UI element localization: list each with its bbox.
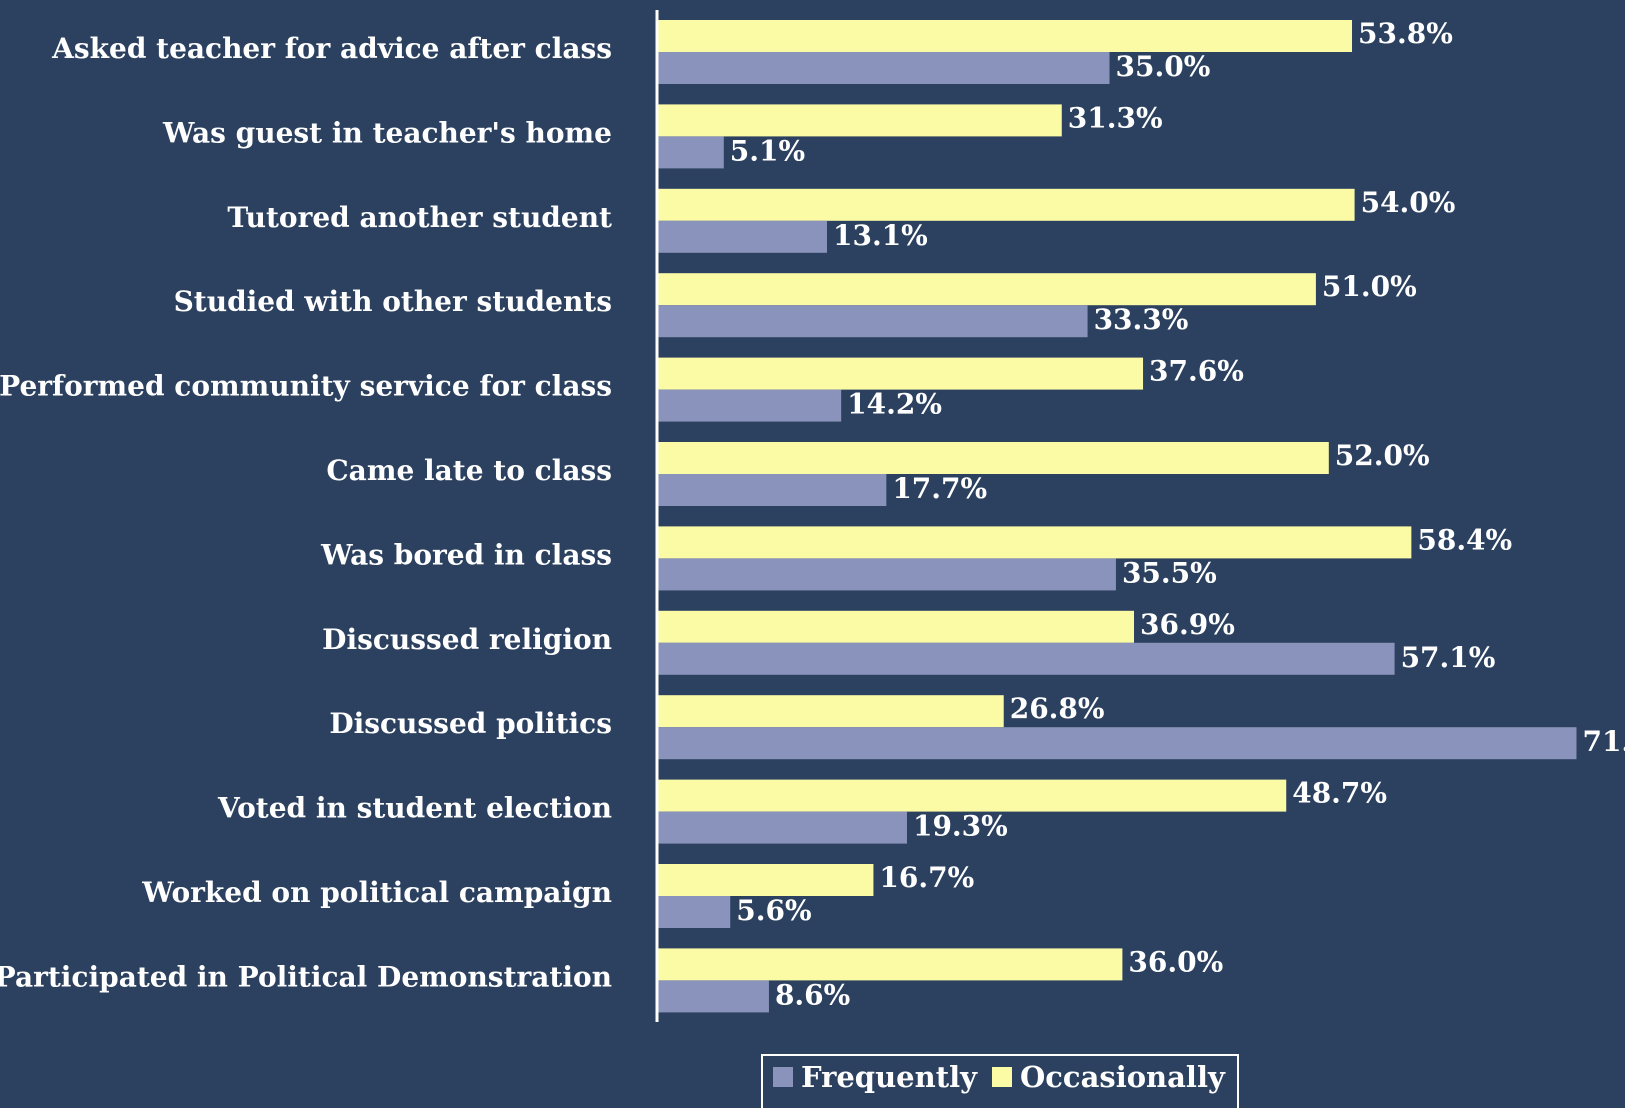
- bar-frequently-participated-in-political-demonstration: [658, 980, 769, 1012]
- bar-occasionally-came-late-to-class: [658, 442, 1329, 474]
- bar-frequently-was-bored-in-class: [658, 558, 1116, 590]
- bar-occasionally-worked-on-political-campaign: [658, 864, 873, 896]
- value-label-frequently-voted-in-student-election: 19.3%: [913, 810, 1008, 843]
- value-label-frequently-asked-teacher-for-advice-after-class: 35.0%: [1116, 50, 1211, 83]
- value-label-occasionally-asked-teacher-for-advice-after-class: 53.8%: [1358, 17, 1453, 50]
- bar-frequently-asked-teacher-for-advice-after-class: [658, 52, 1110, 84]
- bars: [658, 20, 1576, 1012]
- bar-frequently-worked-on-political-campaign: [658, 896, 730, 928]
- legend-swatch-frequently: [773, 1067, 793, 1087]
- bar-frequently-discussed-religion: [658, 643, 1395, 675]
- category-label-participated-in-political-demonstration: Participated in Political Demonstration: [0, 960, 612, 993]
- category-label-discussed-politics: Discussed politics: [329, 707, 612, 740]
- bar-occasionally-studied-with-other-students: [658, 273, 1316, 305]
- legend-swatch-occasionally: [992, 1067, 1012, 1087]
- value-label-occasionally-studied-with-other-students: 51.0%: [1322, 270, 1417, 303]
- category-label-came-late-to-class: Came late to class: [326, 454, 612, 487]
- bar-frequently-voted-in-student-election: [658, 812, 907, 844]
- category-labels: Asked teacher for advice after class Was …: [0, 32, 612, 993]
- value-labels: 53.8% 35.0% 31.3% 5.1% 54.0% 13.1% 51.0% 33.3% 3…: [730, 17, 1625, 1011]
- value-label-occasionally-was-bored-in-class: 58.4%: [1417, 523, 1512, 556]
- legend-label-frequently: Frequently: [801, 1060, 978, 1094]
- value-label-frequently-was-guest-in-teacher-s-home: 5.1%: [730, 134, 805, 167]
- value-label-frequently-discussed-politics: 71.2%: [1582, 725, 1625, 758]
- category-label-tutored-another-student: Tutored another student: [227, 201, 612, 234]
- category-label-worked-on-political-campaign: Worked on political campaign: [141, 876, 612, 909]
- value-label-frequently-worked-on-political-campaign: 5.6%: [736, 894, 811, 927]
- value-label-occasionally-voted-in-student-election: 48.7%: [1292, 777, 1387, 810]
- bar-frequently-studied-with-other-students: [658, 305, 1088, 337]
- category-label-discussed-religion: Discussed religion: [322, 623, 612, 656]
- category-label-voted-in-student-election: Voted in student election: [217, 792, 612, 825]
- value-label-occasionally-worked-on-political-campaign: 16.7%: [879, 861, 974, 894]
- bar-occasionally-asked-teacher-for-advice-after-class: [658, 20, 1352, 52]
- category-label-asked-teacher-for-advice-after-class: Asked teacher for advice after class: [51, 32, 612, 65]
- value-label-frequently-performed-community-service-for-class: 14.2%: [847, 388, 942, 421]
- category-label-was-guest-in-teacher-s-home: Was guest in teacher's home: [162, 116, 612, 149]
- bar-occasionally-participated-in-political-demonstration: [658, 948, 1122, 980]
- bar-occasionally-discussed-religion: [658, 611, 1134, 643]
- value-label-occasionally-performed-community-service-for-class: 37.6%: [1149, 355, 1244, 388]
- bar-occasionally-was-bored-in-class: [658, 526, 1411, 558]
- category-label-was-bored-in-class: Was bored in class: [320, 538, 612, 571]
- value-label-frequently-tutored-another-student: 13.1%: [833, 219, 928, 252]
- bar-occasionally-was-guest-in-teacher-s-home: [658, 104, 1062, 136]
- value-label-occasionally-came-late-to-class: 52.0%: [1335, 439, 1430, 472]
- legend-label-occasionally: Occasionally: [1020, 1060, 1226, 1094]
- bar-frequently-performed-community-service-for-class: [658, 390, 841, 422]
- bar-frequently-was-guest-in-teacher-s-home: [658, 136, 724, 168]
- bar-occasionally-discussed-politics: [658, 695, 1004, 727]
- category-label-performed-community-service-for-class: Performed community service for class: [0, 370, 612, 403]
- category-label-studied-with-other-students: Studied with other students: [174, 285, 612, 318]
- bar-frequently-discussed-politics: [658, 727, 1576, 759]
- bar-frequently-tutored-another-student: [658, 221, 827, 253]
- value-label-occasionally-discussed-religion: 36.9%: [1140, 608, 1235, 641]
- bar-occasionally-performed-community-service-for-class: [658, 358, 1143, 390]
- bar-occasionally-tutored-another-student: [658, 189, 1355, 221]
- value-label-frequently-was-bored-in-class: 35.5%: [1122, 556, 1217, 589]
- legend: Frequently Occasionally: [762, 1055, 1238, 1108]
- value-label-frequently-studied-with-other-students: 33.3%: [1094, 303, 1189, 336]
- value-label-occasionally-was-guest-in-teacher-s-home: 31.3%: [1068, 101, 1163, 134]
- bar-frequently-came-late-to-class: [658, 474, 886, 506]
- value-label-frequently-came-late-to-class: 17.7%: [892, 472, 987, 505]
- value-label-frequently-participated-in-political-demonstration: 8.6%: [775, 978, 850, 1011]
- value-label-occasionally-tutored-another-student: 54.0%: [1361, 186, 1456, 219]
- bar-occasionally-voted-in-student-election: [658, 780, 1286, 812]
- value-label-occasionally-discussed-politics: 26.8%: [1010, 692, 1105, 725]
- value-label-occasionally-participated-in-political-demonstration: 36.0%: [1128, 945, 1223, 978]
- value-label-frequently-discussed-religion: 57.1%: [1401, 641, 1496, 674]
